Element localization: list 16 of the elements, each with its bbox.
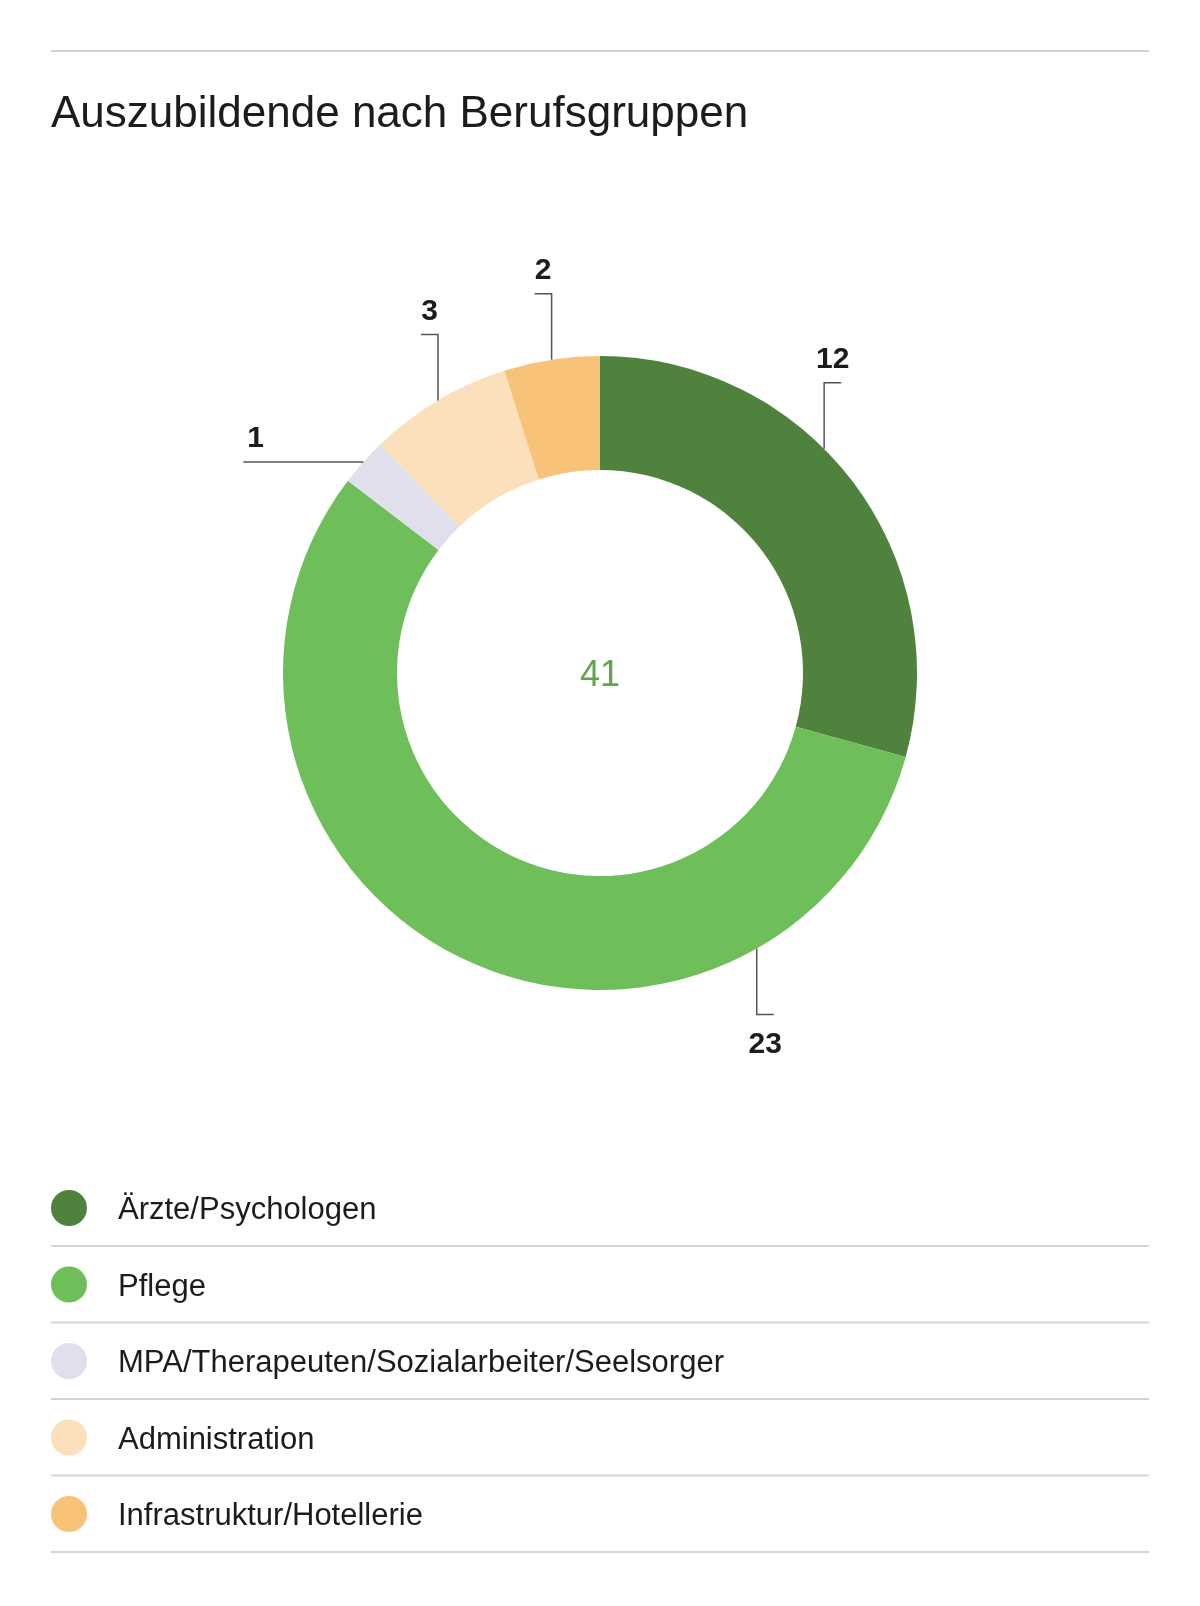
legend-label: MPA/Therapeuten/Sozialarbeiter/Seelsorger	[118, 1344, 724, 1379]
data-label: 1	[247, 420, 265, 454]
data-label: 23	[748, 1025, 782, 1059]
legend-label: Ärzte/Psychologen	[118, 1191, 377, 1226]
data-label: 2	[534, 251, 552, 285]
chart-title: Auszubildende nach Berufsgruppen	[51, 87, 749, 136]
legend-label: Administration	[118, 1420, 315, 1456]
text: 41	[579, 653, 621, 694]
donut-slice	[283, 480, 906, 990]
data-label: 12	[815, 340, 850, 374]
legend-label: Infrastruktur/Hotellerie	[118, 1497, 423, 1532]
donut-slice	[347, 444, 460, 550]
donut-slice	[380, 370, 539, 527]
data-label: 3	[421, 292, 438, 326]
donut-slice	[504, 356, 600, 480]
legend-label: Pflege	[118, 1267, 206, 1303]
